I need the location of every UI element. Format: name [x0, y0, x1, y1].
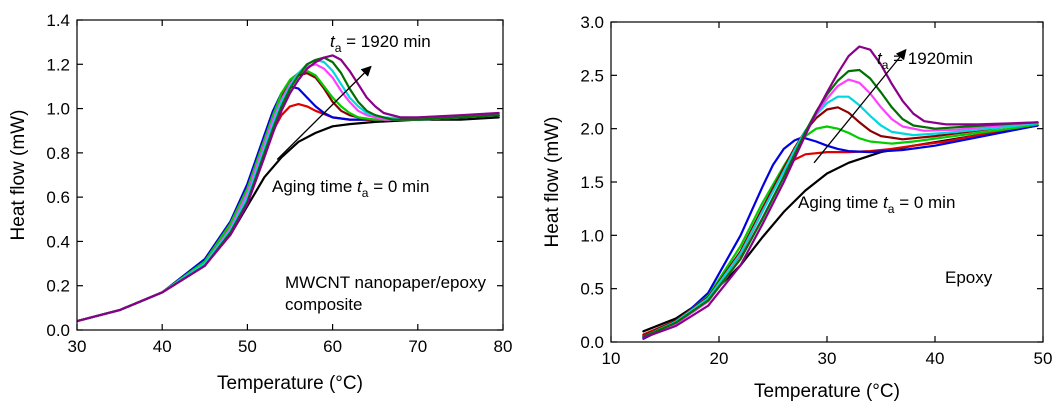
- x-tick-label: 40: [926, 349, 945, 368]
- sample-label-line2: composite: [285, 295, 362, 314]
- series-line-9: [642, 45, 1039, 339]
- x-tick-label: 20: [710, 349, 729, 368]
- y-tick-label: 0.6: [46, 188, 70, 207]
- x-tick-label: 50: [238, 337, 257, 356]
- annotation-final-time-suffix: = 1920min: [888, 49, 973, 68]
- x-tick-label: 80: [494, 337, 513, 356]
- annotation-final-time-sub: a: [882, 58, 889, 72]
- y-tick-label: 2.0: [580, 120, 604, 139]
- annotation-initial-time-suffix: = 0 min: [368, 177, 429, 196]
- annotation-final-time-italic: t: [330, 32, 336, 51]
- annotation-initial-time-italic: t: [883, 193, 889, 212]
- x-axis-title: Temperature (°C): [754, 381, 900, 402]
- y-tick-label: 1.0: [46, 100, 70, 119]
- sample-label: Epoxy: [945, 268, 993, 287]
- annotation-final-time-suffix: = 1920 min: [341, 32, 430, 51]
- annotation-final-time: ta = 1920min: [877, 49, 973, 72]
- annotation-initial-time: Aging time ta = 0 min: [272, 177, 429, 200]
- series-line-8: [642, 68, 1039, 338]
- x-tick-label: 30: [68, 337, 87, 356]
- y-tick-label: 0.2: [46, 277, 70, 296]
- y-tick-label: 1.5: [580, 173, 604, 192]
- y-tick-label: 1.4: [46, 11, 70, 30]
- annotation-initial-time: Aging time ta = 0 min: [798, 193, 955, 216]
- series-line-6: [642, 95, 1039, 338]
- series-line-4: [642, 123, 1039, 338]
- series-line-8: [77, 56, 500, 323]
- annotation-initial-time-sub: a: [362, 186, 369, 200]
- plot-frame: [76, 19, 504, 331]
- y-tick-label: 2.5: [580, 66, 604, 85]
- y-tick-label: 3.0: [580, 13, 604, 32]
- y-tick-label: 1.2: [46, 55, 70, 74]
- series-line-9: [77, 54, 500, 323]
- y-tick-label: 0.0: [580, 333, 604, 352]
- annotation-initial-time-prefix: Aging time: [798, 193, 883, 212]
- annotation-initial-time-suffix: = 0 min: [894, 193, 955, 212]
- annotation-final-time: ta = 1920 min: [330, 32, 431, 55]
- x-tick-label: 30: [818, 349, 837, 368]
- annotation-initial-time-italic: t: [357, 177, 363, 196]
- annotation-final-time-italic: t: [877, 49, 883, 68]
- series-line-5: [77, 69, 500, 323]
- x-tick-label: 40: [153, 337, 172, 356]
- y-tick-label: 0.4: [46, 232, 70, 251]
- y-axis-title: Heat flow (mW): [8, 110, 29, 241]
- y-tick-label: 0.8: [46, 144, 70, 163]
- sample-label: MWCNT nanopaper/epoxy: [285, 273, 486, 292]
- series-line-3: [642, 124, 1039, 340]
- plot-frame: [610, 21, 1044, 343]
- x-tick-label: 70: [408, 337, 427, 356]
- annotation-initial-time-sub: a: [888, 202, 895, 216]
- y-tick-label: 0.5: [580, 280, 604, 299]
- annotation-final-time-sub: a: [335, 41, 342, 55]
- y-tick-label: 0.0: [46, 321, 70, 340]
- y-axis-title: Heat flow (mW): [542, 117, 563, 248]
- aging-arrow: [276, 65, 372, 160]
- aging-arrow: [813, 48, 907, 164]
- x-tick-label: 10: [602, 349, 621, 368]
- y-tick-label: 1.0: [580, 226, 604, 245]
- x-axis-title: Temperature (°C): [217, 373, 363, 394]
- annotation-initial-time-prefix: Aging time: [272, 177, 357, 196]
- x-tick-label: 50: [1034, 349, 1053, 368]
- x-tick-label: 60: [323, 337, 342, 356]
